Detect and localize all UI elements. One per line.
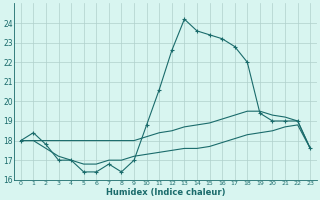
X-axis label: Humidex (Indice chaleur): Humidex (Indice chaleur) [106,188,225,197]
